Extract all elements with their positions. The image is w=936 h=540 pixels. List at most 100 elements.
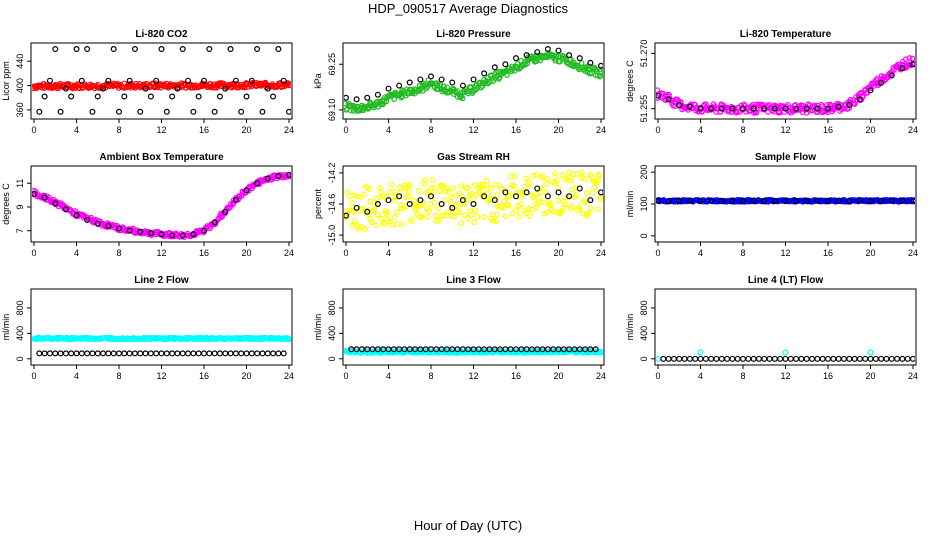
data-point xyxy=(137,350,144,357)
data-point xyxy=(153,77,160,84)
data-point xyxy=(819,355,826,362)
data-point xyxy=(374,211,381,218)
data-point xyxy=(84,350,91,357)
x-tick-label: 16 xyxy=(511,248,521,258)
data-point xyxy=(388,181,395,188)
data-point xyxy=(527,213,533,220)
data-point xyxy=(349,200,355,207)
y-tick-label: 440 xyxy=(15,54,25,69)
x-tick-label: 8 xyxy=(116,371,121,381)
plot-area xyxy=(344,346,603,356)
data-point xyxy=(384,194,390,200)
data-point xyxy=(534,49,541,56)
x-tick-label: 16 xyxy=(823,371,833,381)
data-point xyxy=(464,185,471,191)
series-10-min xyxy=(32,79,291,92)
data-point xyxy=(459,82,466,89)
data-point xyxy=(534,204,540,211)
x-tick-label: 0 xyxy=(31,371,36,381)
data-point xyxy=(479,182,486,188)
data-point xyxy=(403,194,409,201)
data-point xyxy=(814,105,821,112)
data-point xyxy=(399,221,406,228)
data-point xyxy=(94,350,101,357)
data-point xyxy=(755,355,762,362)
data-point xyxy=(137,108,144,115)
data-point xyxy=(361,191,367,198)
data-point xyxy=(406,201,413,208)
chart-title: Line 3 Flow xyxy=(446,275,501,286)
data-point xyxy=(888,197,895,204)
data-point xyxy=(544,176,551,182)
data-point xyxy=(656,197,661,204)
data-point xyxy=(480,187,487,194)
data-point xyxy=(286,80,291,87)
y-tick-label: 400 xyxy=(327,326,337,341)
data-point xyxy=(416,187,422,194)
data-point xyxy=(481,193,488,200)
chart-title: Line 4 (LT) Flow xyxy=(748,275,824,286)
data-point xyxy=(397,205,404,212)
data-point xyxy=(391,96,398,103)
data-point xyxy=(819,103,826,110)
data-point xyxy=(543,181,550,187)
data-point xyxy=(445,188,452,195)
data-point xyxy=(431,185,438,191)
data-point xyxy=(569,203,576,210)
data-point xyxy=(452,88,459,95)
data-point xyxy=(169,350,176,357)
chart-title: Gas Stream RH xyxy=(437,152,510,163)
data-point xyxy=(163,108,170,115)
data-point xyxy=(275,46,282,53)
data-point xyxy=(46,350,53,357)
data-point xyxy=(110,46,117,53)
data-point xyxy=(863,89,870,96)
data-point xyxy=(353,204,360,211)
data-point xyxy=(480,214,487,220)
data-point xyxy=(537,185,544,192)
data-point xyxy=(708,355,715,362)
data-point xyxy=(566,169,573,176)
data-point xyxy=(665,355,672,362)
y-tick-label: 0 xyxy=(327,356,337,361)
data-point xyxy=(793,355,800,362)
x-tick-label: 16 xyxy=(199,248,209,258)
data-point xyxy=(523,175,530,182)
data-point xyxy=(490,217,497,224)
data-point xyxy=(525,205,532,212)
data-point xyxy=(782,355,789,362)
x-tick-label: 24 xyxy=(908,248,918,258)
data-point xyxy=(110,350,117,357)
series-10-min xyxy=(32,334,291,343)
data-point xyxy=(435,218,442,224)
data-point xyxy=(718,105,725,112)
data-point xyxy=(579,210,586,217)
data-point xyxy=(396,193,403,200)
data-point xyxy=(121,93,128,100)
data-point xyxy=(396,82,403,89)
data-point xyxy=(174,350,181,357)
data-point xyxy=(394,209,401,216)
x-tick-label: 20 xyxy=(865,371,875,381)
data-point xyxy=(676,197,683,204)
data-point xyxy=(211,108,218,115)
data-point xyxy=(793,197,800,204)
x-tick-label: 0 xyxy=(343,248,348,258)
chart-panel-2: Li-820 Pressure kPa 0 4 8 12 16 20 24 69.10 69.25 xyxy=(313,29,606,135)
data-point xyxy=(259,350,266,357)
data-point xyxy=(592,178,599,185)
data-point xyxy=(493,218,500,225)
data-point xyxy=(147,230,154,237)
data-point xyxy=(581,199,588,206)
data-point xyxy=(142,85,149,92)
x-tick-label: 0 xyxy=(655,248,660,258)
data-point xyxy=(238,350,245,357)
x-tick-label: 8 xyxy=(428,248,433,258)
data-point xyxy=(73,46,80,53)
data-point xyxy=(158,231,165,238)
data-point xyxy=(227,350,234,357)
data-point xyxy=(254,350,261,357)
data-point xyxy=(840,355,847,362)
data-point xyxy=(491,197,498,204)
x-tick-label: 12 xyxy=(468,125,478,135)
